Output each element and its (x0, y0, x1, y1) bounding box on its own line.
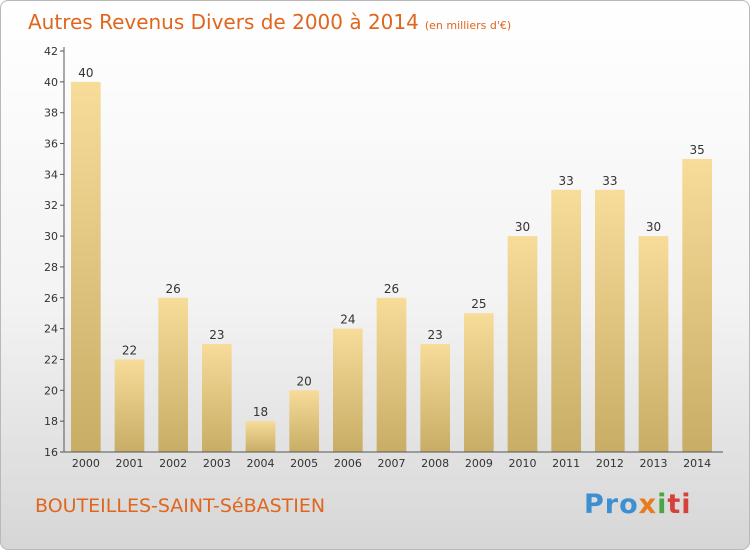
data-label: 35 (690, 143, 705, 157)
x-tick-label: 2011 (552, 457, 580, 470)
x-tick-label: 2008 (421, 457, 449, 470)
y-tick-label: 24 (44, 323, 58, 336)
bars: 40 22 26 23 18 20 24 26 23 25 30 33 33 30 35 (70, 66, 713, 453)
proxiti-logo: Proxiti (584, 489, 692, 520)
x-tick-label: 2012 (596, 457, 624, 470)
logo-part: ti (667, 489, 692, 520)
chart-subtitle: (en milliers d'€) (424, 19, 512, 32)
data-label: 25 (471, 297, 486, 311)
bar-2013 (638, 236, 669, 452)
bar-2000 (70, 81, 101, 452)
x-tick-label: 2006 (334, 457, 362, 470)
x-tick-label: 2002 (159, 457, 187, 470)
logo-part: x (638, 489, 658, 520)
bar-2012 (594, 189, 625, 453)
y-tick-label: 32 (44, 199, 58, 212)
y-tick-label: 30 (44, 230, 58, 243)
bar-2014 (682, 158, 713, 452)
bar-2007 (376, 297, 407, 452)
data-label: 22 (122, 343, 137, 357)
data-label: 30 (646, 220, 661, 234)
bar-2011 (551, 189, 582, 453)
data-label: 20 (297, 374, 312, 388)
data-label: 26 (166, 282, 181, 296)
data-label: 40 (78, 66, 93, 80)
bar-2002 (158, 297, 189, 452)
bar-2003 (201, 344, 232, 452)
x-tick-label: 2001 (116, 457, 144, 470)
y-tick-label: 16 (44, 446, 58, 459)
logo-part: i (657, 489, 668, 520)
y-tick-label: 22 (44, 353, 58, 366)
bar-2006 (332, 328, 363, 452)
x-tick-label: 2007 (378, 457, 406, 470)
data-label: 23 (428, 328, 443, 342)
logo-part: Pro (584, 489, 639, 520)
x-tick-label: 2010 (509, 457, 537, 470)
data-label: 23 (209, 328, 224, 342)
data-label: 33 (602, 174, 617, 188)
chart-title: Autres Revenus Divers de 2000 à 2014 (en … (28, 10, 511, 34)
data-label: 24 (340, 313, 355, 327)
bar-2001 (114, 359, 145, 452)
x-tick-label: 2014 (683, 457, 711, 470)
data-label: 26 (384, 282, 399, 296)
y-tick-label: 36 (44, 138, 58, 151)
y-tick-label: 26 (44, 292, 58, 305)
x-axis: 2000 2001 2002 2003 2004 2005 2006 2007 2008 2009… (64, 451, 723, 470)
bar-2010 (507, 236, 538, 452)
chart-title-text: Autres Revenus Divers de 2000 à 2014 (28, 10, 419, 34)
y-tick-label: 40 (44, 76, 58, 89)
y-axis: 16 18 20 22 24 26 28 30 32 34 36 38 40 42 (44, 45, 65, 459)
x-tick-label: 2009 (465, 457, 493, 470)
x-tick-label: 2000 (72, 457, 100, 470)
x-tick-label: 2003 (203, 457, 231, 470)
x-tick-label: 2013 (640, 457, 668, 470)
bar-2004 (245, 421, 276, 452)
commune-name: BOUTEILLES-SAINT-SéBASTIEN (35, 495, 326, 517)
y-tick-label: 18 (44, 415, 58, 428)
bar-2005 (289, 390, 320, 452)
data-label: 30 (515, 220, 530, 234)
y-tick-label: 38 (44, 107, 58, 120)
bar-2009 (463, 313, 494, 452)
x-tick-label: 2005 (290, 457, 318, 470)
x-tick-label: 2004 (247, 457, 275, 470)
y-tick-label: 34 (44, 168, 58, 181)
y-tick-label: 28 (44, 261, 58, 274)
y-tick-label: 20 (44, 384, 58, 397)
data-label: 18 (253, 405, 268, 419)
y-tick-label: 42 (44, 45, 58, 58)
data-label: 33 (559, 174, 574, 188)
bar-2008 (420, 344, 451, 452)
